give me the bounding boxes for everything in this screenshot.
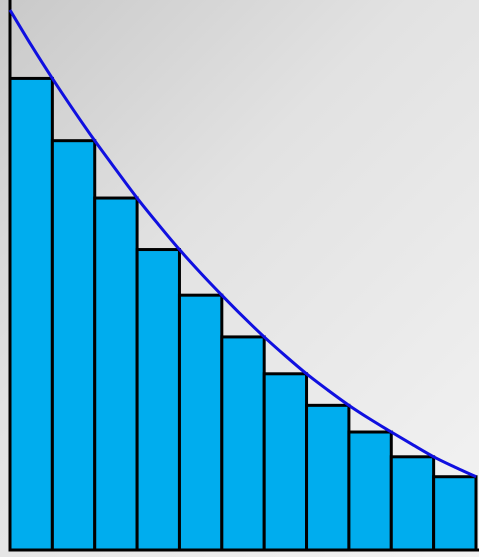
bar-1: [8, 76, 54, 552]
bar-4: [135, 248, 181, 552]
bar-6: [220, 335, 266, 552]
bar-8: [305, 403, 351, 552]
curve-group: [8, 9, 477, 479]
function-curve: [8, 9, 477, 479]
bar-2: [50, 139, 97, 552]
axes-group: [8, 0, 479, 552]
bar-5: [177, 293, 224, 552]
bar-3: [93, 196, 139, 552]
bar-11: [432, 475, 478, 552]
bar-9: [347, 430, 393, 552]
bar-10: [389, 455, 436, 552]
bar-7: [262, 372, 309, 552]
bars-group: [8, 76, 478, 552]
